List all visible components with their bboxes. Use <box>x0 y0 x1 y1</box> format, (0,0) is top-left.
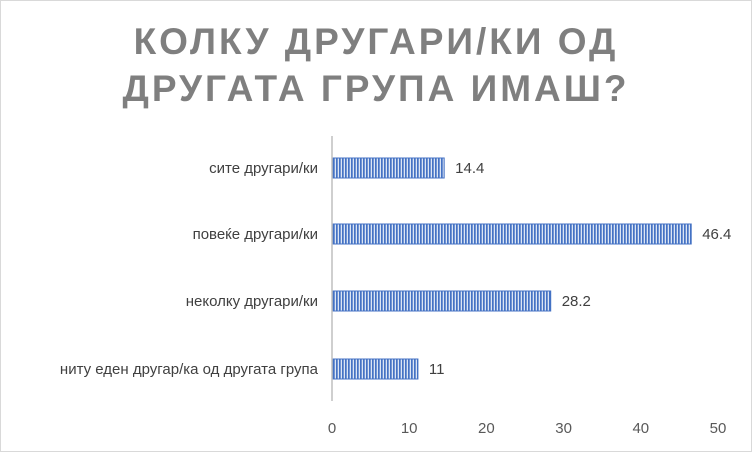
x-tick-label-5: 50 <box>710 420 727 437</box>
bar-3 <box>332 358 419 380</box>
data-label-1: 46.4 <box>702 226 731 243</box>
data-label-3: 11 <box>429 361 445 378</box>
x-tick-label-4: 40 <box>632 420 649 437</box>
bar-2 <box>332 290 552 312</box>
x-tick-label-0: 0 <box>328 420 336 437</box>
x-tick-label-1: 10 <box>401 420 418 437</box>
chart-title-line-2: ДРУГАТА ГРУПА ИМАШ? <box>122 68 630 109</box>
bar-1 <box>332 223 692 245</box>
category-label-3: ниту еден другар/ка од другата група <box>60 361 319 378</box>
category-label-0: сите другари/ки <box>209 160 318 177</box>
data-label-0: 14.4 <box>455 160 484 177</box>
x-tick-label-2: 20 <box>478 420 495 437</box>
chart-title-line-1: КОЛКУ ДРУГАРИ/КИ ОД <box>133 21 619 62</box>
category-label-1: повеќе другари/ки <box>193 226 318 243</box>
bar-0 <box>332 157 445 179</box>
x-tick-label-3: 30 <box>555 420 572 437</box>
category-label-2: неколку другари/ки <box>186 293 318 310</box>
data-label-2: 28.2 <box>562 293 591 310</box>
